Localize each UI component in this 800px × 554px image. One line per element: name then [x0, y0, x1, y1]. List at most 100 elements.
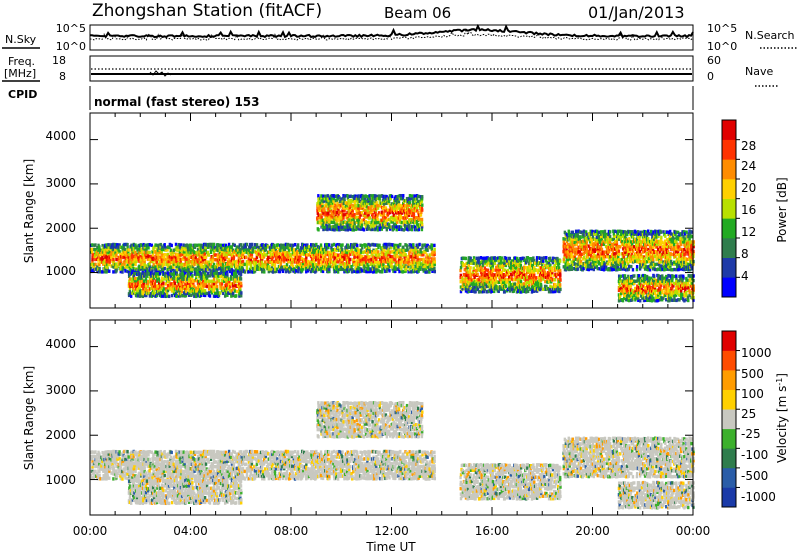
power-cell: [154, 287, 158, 291]
power-cell: [247, 257, 251, 261]
power-cell: [300, 257, 304, 261]
power-cell: [225, 250, 228, 254]
power-cell: [243, 262, 246, 267]
power-cell: [175, 272, 179, 276]
power-cell: [231, 248, 235, 252]
power-cell: [119, 252, 122, 257]
power-cell: [370, 220, 373, 225]
power-cell: [256, 267, 260, 271]
power-cell: [381, 246, 384, 250]
power-cell: [403, 223, 407, 227]
power-cell: [321, 209, 324, 213]
power-cell: [156, 243, 159, 248]
power-cell: [240, 248, 243, 252]
power-cell: [196, 287, 199, 291]
power-cell: [336, 197, 339, 201]
power-cell: [375, 194, 379, 199]
power-cell: [374, 216, 377, 220]
power-cell: [335, 220, 338, 225]
power-cell: [396, 250, 399, 254]
power-cell: [253, 269, 257, 273]
power-cell: [346, 243, 350, 248]
power-cell: [138, 277, 141, 281]
power-cell: [253, 264, 257, 268]
power-cell: [558, 268, 562, 273]
power-cell: [222, 291, 225, 296]
power-cell: [318, 262, 321, 267]
power-cell: [388, 203, 392, 208]
power-cell: [197, 287, 201, 291]
power-cell: [249, 265, 253, 269]
power-cell: [332, 196, 336, 201]
power-cell: [292, 257, 296, 262]
power-cell: [409, 250, 412, 254]
power-cell: [346, 210, 349, 215]
power-cell: [234, 262, 238, 266]
power-cell: [320, 254, 323, 259]
power-cell: [415, 262, 418, 266]
power-cell: [399, 250, 402, 254]
power-cell: [132, 262, 135, 266]
power-echo-cells: [90, 193, 695, 303]
power-cell: [320, 250, 324, 255]
nsearch-tick-bottom: 10^0: [707, 40, 737, 53]
power-cell: [261, 270, 264, 274]
power-cell: [368, 194, 371, 198]
power-cell: [141, 267, 144, 272]
power-cell: [142, 281, 146, 286]
power-cell: [101, 252, 104, 256]
power-cell: [338, 205, 341, 210]
power-cell: [526, 256, 530, 260]
power-cell: [101, 260, 104, 264]
power-cell: [459, 268, 462, 273]
power-cell: [237, 245, 241, 250]
power-cell: [174, 291, 178, 295]
power-cell: [391, 267, 394, 271]
power-cell: [405, 267, 408, 272]
power-cell: [213, 253, 217, 257]
power-cell: [132, 289, 136, 293]
power-cell: [162, 267, 165, 271]
power-cell: [199, 260, 203, 264]
power-cell: [371, 253, 374, 257]
power-cell: [249, 270, 253, 274]
power-cell: [347, 265, 350, 269]
power-cell: [203, 289, 207, 293]
power-cell: [124, 252, 127, 257]
power-cell: [170, 287, 173, 291]
power-cell: [354, 204, 357, 208]
power-cell: [273, 243, 276, 248]
power-cell: [211, 245, 215, 249]
power-cell: [326, 227, 329, 232]
power-cell: [325, 201, 328, 206]
power-cell: [119, 269, 122, 274]
power-cell: [369, 194, 373, 198]
power-cell: [415, 267, 418, 271]
power-cell: [387, 196, 391, 200]
power-cell: [321, 223, 324, 227]
power-cell: [349, 227, 353, 232]
power-cell: [122, 255, 125, 260]
power-cell: [316, 265, 319, 269]
power-cell: [374, 223, 378, 227]
power-cell: [176, 284, 179, 289]
power-cell: [312, 248, 315, 253]
power-cell: [388, 242, 391, 247]
power-cell: [222, 246, 225, 250]
power-cell: [152, 263, 155, 267]
power-cell: [186, 271, 190, 276]
power-cell: [397, 211, 401, 215]
power-cell: [192, 287, 195, 291]
power-cell: [410, 208, 414, 212]
power-cell: [349, 267, 352, 271]
power-cell: [402, 228, 406, 232]
power-cell: [395, 260, 398, 265]
power-cell: [197, 272, 201, 277]
power-cell: [382, 204, 386, 208]
power-cell: [172, 255, 175, 260]
power-cell: [332, 220, 335, 225]
power-cell: [397, 216, 401, 220]
power-cell: [144, 283, 148, 288]
power-cell: [270, 267, 274, 272]
power-cell: [178, 289, 181, 293]
